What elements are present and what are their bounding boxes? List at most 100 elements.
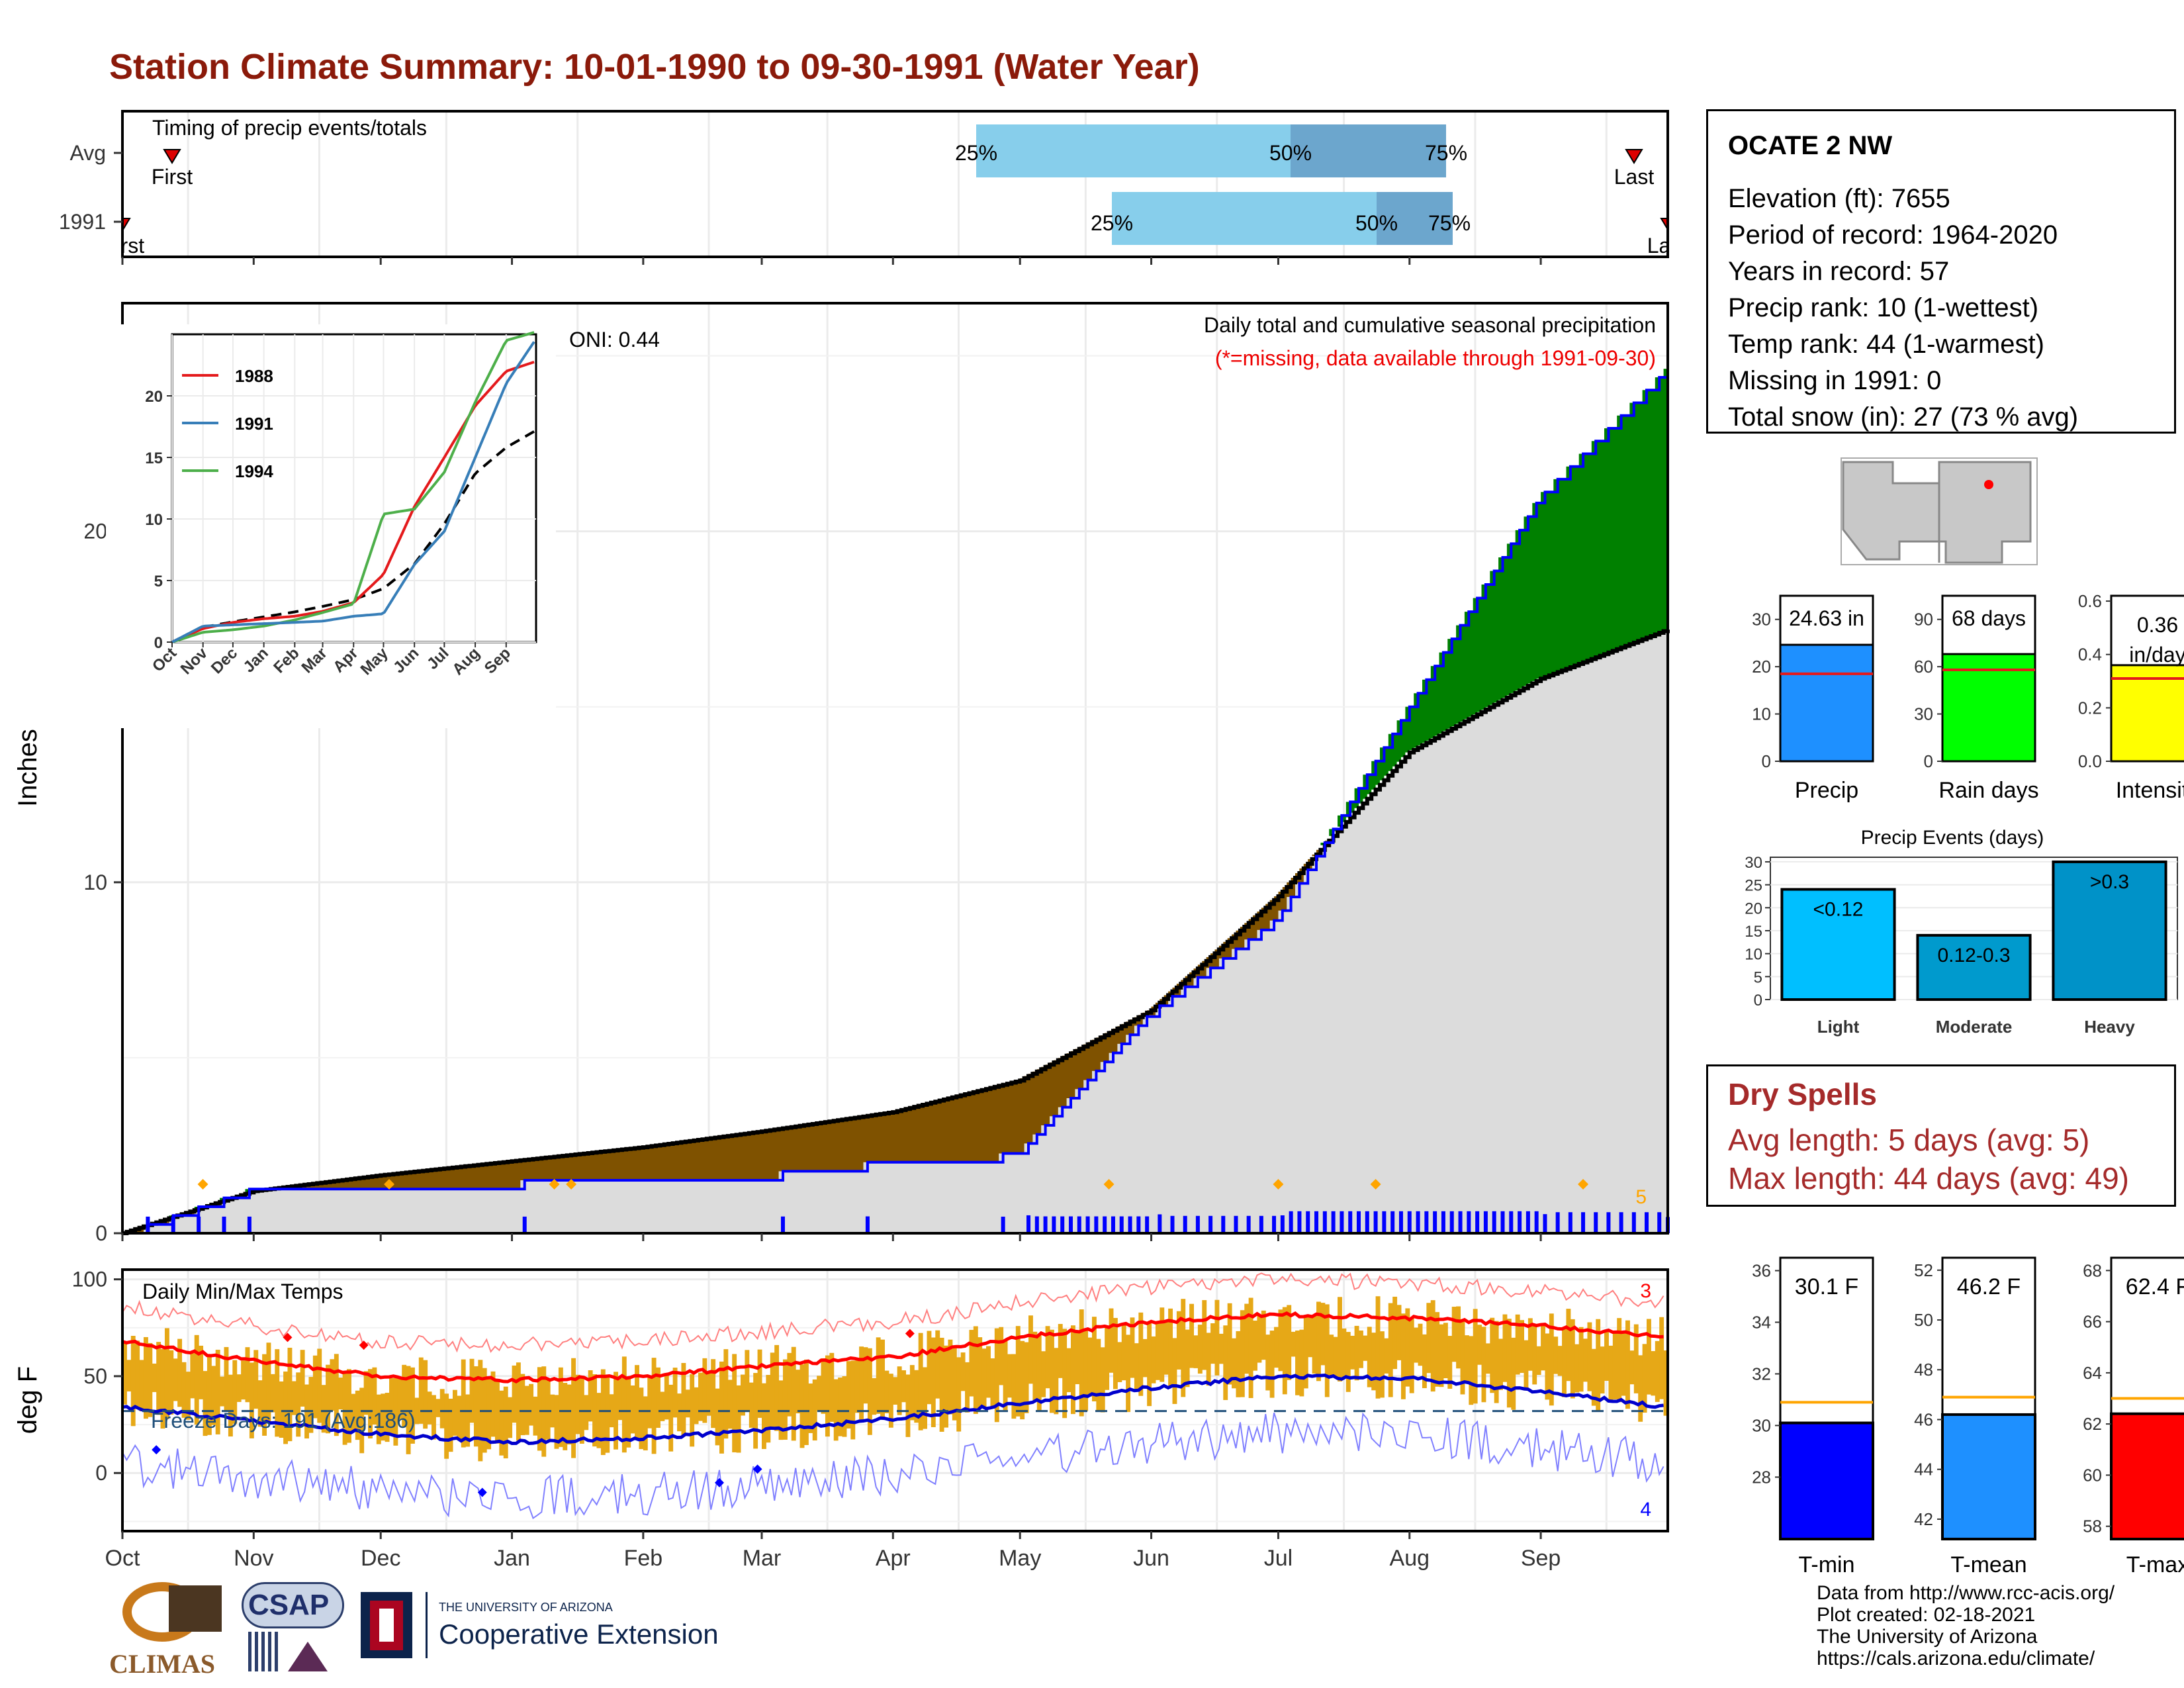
daily-temp-bar [452, 1389, 457, 1436]
dry-max-length: Max length: 44 days (avg: 49) [1728, 1161, 2129, 1196]
daily-temp-bar [393, 1378, 398, 1446]
daily-temp-bar [656, 1367, 660, 1428]
daily-temp-bar [833, 1379, 839, 1441]
daily-temp-bar [1248, 1297, 1253, 1398]
daily-temp-bar [326, 1364, 330, 1434]
daily-temp-bar [461, 1359, 466, 1448]
avg-iqr-high [1291, 124, 1446, 177]
daily-precip-bar [1382, 1211, 1387, 1233]
station-name: OCATE 2 NW [1728, 131, 1893, 160]
y1991-iqr-low [1112, 192, 1377, 245]
temp-summary-value: 46.2 F [1957, 1274, 2021, 1299]
timing-panel: 25% 50% 75% 25% 50% 75% First Last First… [0, 99, 1694, 278]
daily-temp-bar [842, 1376, 847, 1437]
daily-temp-bar [1633, 1324, 1639, 1393]
events-bar-tag: <0.12 [1813, 899, 1864, 921]
daily-temp-bar [753, 1373, 758, 1449]
daily-temp-bar [1024, 1342, 1029, 1413]
daily-precip-bar [1085, 1216, 1090, 1233]
month-label: Aug [1390, 1546, 1430, 1571]
mini-bar-2 [2110, 664, 2184, 763]
daily-temp-bar [473, 1366, 478, 1447]
daily-temp-bar [432, 1395, 436, 1440]
dry-avg-length: Avg length: 5 days (avg: 5) [1728, 1123, 2090, 1157]
daily-precip-bar [1525, 1211, 1530, 1233]
daily-temp-bar [1308, 1315, 1313, 1358]
station-elevation: Elevation (ft): 7655 [1728, 184, 1950, 213]
daily-precip-bar [1077, 1216, 1081, 1233]
daily-temp-bar [249, 1362, 254, 1438]
daily-temp-bar [389, 1378, 394, 1434]
temp-summary-ytick-label: 28 [1752, 1467, 1771, 1487]
oni-label: ONI: 0.44 [569, 328, 660, 352]
daily-temp-bar [338, 1377, 343, 1410]
temp-summary-bars: 30.1 F 28 30 32 34 36 T-min 46.2 F 42 44 46 48 50 52 T… [1752, 1256, 2184, 1577]
daily-precip-bar [1441, 1211, 1445, 1233]
daily-temp-bar [888, 1374, 893, 1428]
daily-temp-bar [893, 1377, 898, 1405]
daily-temp-bar [685, 1389, 690, 1418]
daily-temp-bar [761, 1383, 766, 1449]
daily-temp-bar [1036, 1334, 1042, 1411]
daily-precip-bar [1433, 1211, 1437, 1233]
temp-summary-ytick-label: 52 [1914, 1260, 1933, 1280]
month-label: Jul [1264, 1546, 1293, 1571]
events-bar-label: Heavy [2084, 1017, 2135, 1037]
daily-precip-bar [1543, 1214, 1547, 1233]
precip-ytick-label: 0 [95, 1221, 107, 1244]
daily-temp-bar [952, 1348, 957, 1421]
record-marker [566, 1179, 577, 1190]
station-snow: Total snow (in): 27 (73 % avg) [1728, 402, 2079, 432]
daily-precip-bar [1631, 1212, 1636, 1233]
daily-temp-bar [1612, 1331, 1617, 1399]
daily-temp-bar [1371, 1333, 1377, 1391]
temp-summary-ytick-label: 30 [1752, 1415, 1771, 1435]
daily-temp-bar [351, 1393, 356, 1432]
daily-temp-bar [494, 1381, 500, 1444]
daily-temp-bar [567, 1384, 572, 1445]
daily-precip-bar [171, 1216, 175, 1233]
temp-record-marker [152, 1445, 161, 1455]
daily-temp-bar [715, 1388, 720, 1446]
daily-temp-bar [1197, 1325, 1203, 1374]
events-ytick-label: 5 [1754, 968, 1762, 986]
timing-row-1991: 1991 [59, 210, 106, 234]
temp-record-marker [283, 1333, 293, 1342]
daily-precip-bar [1390, 1211, 1395, 1233]
daily-temp-bar [1269, 1331, 1275, 1398]
daily-temp-bar [1062, 1329, 1068, 1419]
events-ytick-label: 25 [1745, 877, 1762, 895]
daily-temp-bar [164, 1328, 169, 1419]
daily-temp-bar [867, 1348, 872, 1435]
mini-label: Precip [1795, 778, 1858, 803]
daily-temp-bar [821, 1358, 826, 1414]
daily-precip-bar [1449, 1211, 1454, 1233]
daily-temp-bar [490, 1371, 496, 1437]
temp-summary-ytick-label: 34 [1752, 1312, 1771, 1332]
daily-temp-bar [1126, 1335, 1131, 1413]
daily-temp-bar [444, 1393, 449, 1459]
daily-temp-bar [1109, 1308, 1114, 1373]
missing-note: (*=missing, data available through 1991-… [1215, 346, 1656, 370]
daily-temp-bar [1591, 1348, 1596, 1406]
daily-temp-bar [135, 1340, 140, 1409]
station-precip-rank: Precip rank: 10 (1-wettest) [1728, 293, 2039, 322]
month-label: Nov [234, 1546, 273, 1571]
inset-1991-line [171, 341, 535, 643]
precip-events-chart: Precip Events (days) 0 5 10 15 20 25 30 <0.12 Li… [1745, 827, 2178, 1037]
daily-temp-bar [1138, 1312, 1144, 1396]
daily-temp-bar [1100, 1347, 1105, 1413]
events-ytick-label: 20 [1745, 900, 1762, 917]
daily-precip-bar [1581, 1212, 1586, 1233]
daily-temp-bar [956, 1357, 962, 1432]
daily-temp-bar [723, 1349, 729, 1439]
daily-temp-bar [803, 1359, 809, 1445]
precip-title: Daily total and cumulative seasonal prec… [1204, 313, 1656, 337]
daily-temp-bar [965, 1362, 970, 1413]
temp-summary-ytick-label: 68 [2083, 1260, 2102, 1280]
daily-temp-bar [1379, 1331, 1385, 1398]
daily-temp-bar [617, 1378, 623, 1421]
daily-temp-bar [1400, 1313, 1406, 1399]
daily-precip-bar [1555, 1212, 1560, 1233]
